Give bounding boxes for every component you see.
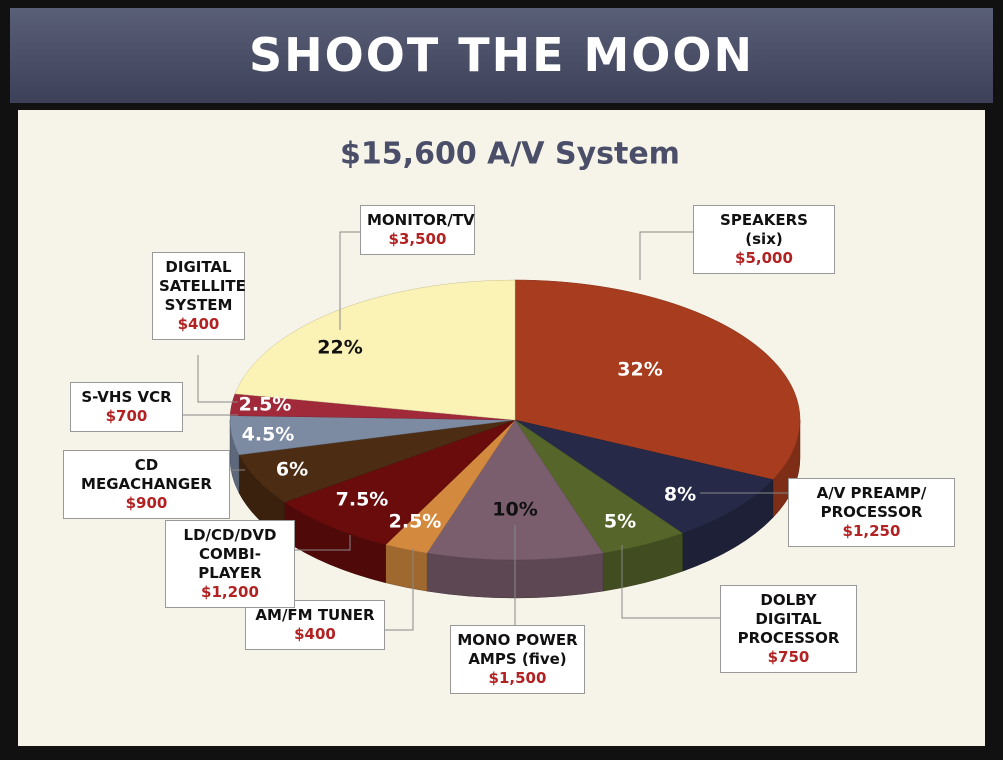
category-label: A/V PREAMP/ PROCESSOR xyxy=(816,484,927,521)
label-box: DIGITAL SATELLITE SYSTEM $400 xyxy=(152,252,246,340)
slice xyxy=(283,419,516,546)
label-box: S-VHS VCR $700 xyxy=(70,382,183,432)
amount-label: $400 xyxy=(294,625,336,643)
label-box: SPEAKERS (six) $5,000 xyxy=(693,205,835,274)
category-label: MONITOR/TV xyxy=(367,211,475,229)
value-label: 8% xyxy=(664,484,696,506)
label-box: A/V PREAMP/ PROCESSOR $1,250 xyxy=(788,478,955,547)
chart-title: $15,600 A/V System xyxy=(340,137,680,172)
amount-label: $750 xyxy=(767,648,810,666)
slice xyxy=(514,279,801,480)
label-box: AM/FM TUNER $400 xyxy=(245,600,385,650)
amount-label: $1,250 xyxy=(842,522,901,540)
value-label: 5% xyxy=(604,511,636,533)
amount-label: $900 xyxy=(125,494,168,512)
label-box: DOLBY DIGITAL PROCESSOR $750 xyxy=(720,585,857,673)
leader-line xyxy=(621,545,720,619)
value-label: 6% xyxy=(276,459,308,481)
category-label: CD MEGACHANGER xyxy=(81,456,212,493)
value-label: 2.5% xyxy=(239,394,292,416)
leader-line xyxy=(385,548,414,631)
value-label: 2.5% xyxy=(389,511,442,533)
amount-label: $1,500 xyxy=(488,669,547,687)
category-label: SPEAKERS (six) xyxy=(720,211,808,248)
slice xyxy=(514,419,774,534)
category-label: DOLBY DIGITAL PROCESSOR xyxy=(737,591,840,647)
category-label: S-VHS VCR xyxy=(81,388,172,406)
amount-label: $3,500 xyxy=(388,230,447,248)
category-label: DIGITAL SATELLITE SYSTEM xyxy=(159,258,246,314)
leader-line xyxy=(339,231,360,330)
amount-label: $1,200 xyxy=(201,583,259,601)
header: SHOOT THE MOON xyxy=(10,8,993,103)
label-box: MONO POWER AMPS (five) $1,500 xyxy=(450,625,585,694)
value-label: 7.5% xyxy=(336,489,389,511)
label-box: LD/CD/DVD COMBI-PLAYER $1,200 xyxy=(165,520,295,608)
leader-line xyxy=(295,535,351,551)
value-label: 10% xyxy=(492,499,537,521)
category-label: AM/FM TUNER xyxy=(255,606,375,624)
value-label: 32% xyxy=(617,359,662,381)
amount-label: $700 xyxy=(105,407,148,425)
amount-label: $5,000 xyxy=(735,249,793,267)
slice xyxy=(234,279,516,421)
label-box: CD MEGACHANGER $900 xyxy=(63,450,230,519)
amount-label: $400 xyxy=(177,315,220,333)
category-label: MONO POWER AMPS (five) xyxy=(457,631,578,668)
leader-line xyxy=(197,355,238,403)
value-label: 4.5% xyxy=(242,424,295,446)
value-label: 22% xyxy=(317,337,362,359)
leader-line xyxy=(639,231,693,280)
label-box: MONITOR/TV $3,500 xyxy=(360,205,475,255)
category-label: LD/CD/DVD COMBI-PLAYER xyxy=(183,526,277,582)
